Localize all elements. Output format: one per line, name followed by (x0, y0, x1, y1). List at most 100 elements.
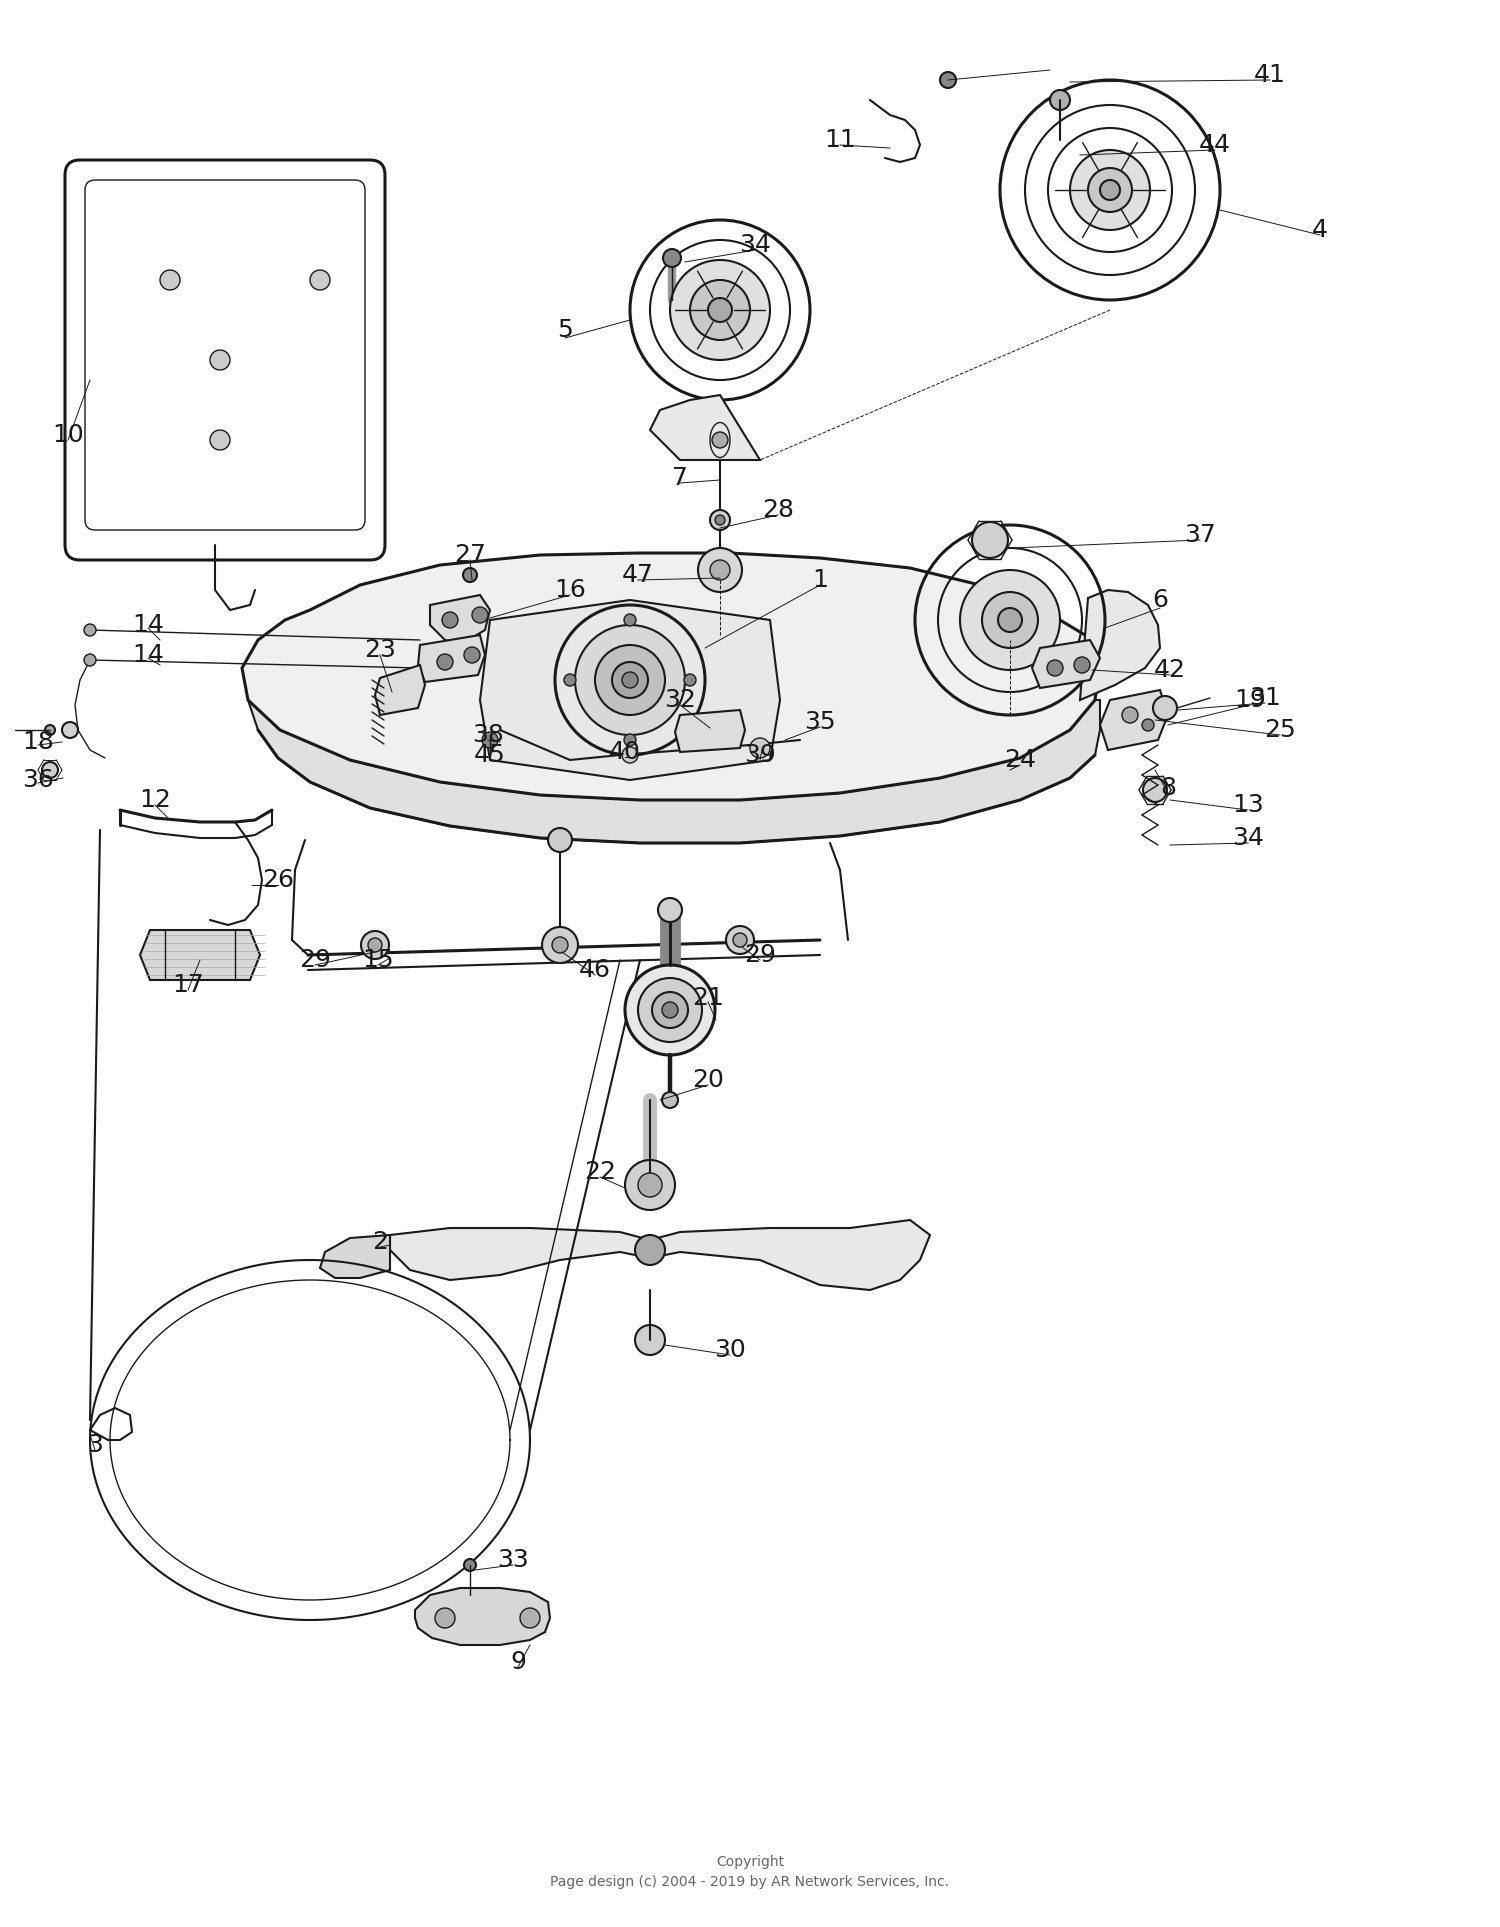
Circle shape (596, 646, 664, 715)
Circle shape (42, 761, 58, 779)
Text: 25: 25 (1264, 719, 1296, 742)
Text: 7: 7 (672, 466, 688, 489)
Text: 18: 18 (22, 730, 54, 753)
Text: 27: 27 (454, 543, 486, 567)
Text: 22: 22 (584, 1160, 616, 1183)
Circle shape (708, 299, 732, 322)
Circle shape (435, 1607, 454, 1628)
Circle shape (972, 522, 1008, 559)
Circle shape (464, 1559, 476, 1571)
Circle shape (1088, 168, 1132, 212)
Text: 9: 9 (510, 1650, 526, 1675)
Text: 37: 37 (1184, 522, 1216, 547)
Circle shape (464, 568, 477, 582)
Circle shape (710, 511, 730, 530)
Polygon shape (320, 1235, 390, 1278)
Text: 46: 46 (579, 958, 610, 983)
Text: 30: 30 (714, 1337, 746, 1362)
Text: 20: 20 (692, 1068, 724, 1093)
Text: 8: 8 (1160, 777, 1176, 800)
Circle shape (658, 898, 682, 921)
Circle shape (998, 609, 1022, 632)
Circle shape (520, 1607, 540, 1628)
Circle shape (670, 260, 770, 360)
Circle shape (940, 71, 956, 89)
Text: 16: 16 (554, 578, 586, 601)
Polygon shape (650, 395, 760, 461)
Circle shape (62, 723, 78, 738)
Text: 14: 14 (132, 644, 164, 667)
Circle shape (210, 351, 230, 370)
Text: 38: 38 (472, 723, 504, 748)
Polygon shape (390, 1220, 930, 1289)
Circle shape (638, 979, 702, 1043)
Text: 23: 23 (364, 638, 396, 663)
Text: Copyright
Page design (c) 2004 - 2019 by AR Network Services, Inc.: Copyright Page design (c) 2004 - 2019 by… (550, 1854, 950, 1888)
Text: 21: 21 (692, 987, 724, 1010)
Circle shape (564, 674, 576, 686)
Circle shape (626, 1160, 675, 1210)
Text: 36: 36 (22, 769, 54, 792)
Text: 13: 13 (1232, 794, 1264, 817)
Polygon shape (1032, 640, 1100, 688)
Circle shape (634, 1326, 664, 1355)
Circle shape (84, 624, 96, 636)
Circle shape (622, 673, 638, 688)
Text: 40: 40 (609, 740, 640, 763)
Text: 17: 17 (172, 973, 204, 996)
Circle shape (45, 725, 56, 734)
Text: 44: 44 (1198, 133, 1231, 156)
Polygon shape (140, 931, 260, 981)
Text: 15: 15 (362, 948, 394, 971)
Circle shape (542, 927, 578, 964)
Circle shape (622, 748, 638, 763)
Circle shape (574, 624, 686, 734)
Text: 31: 31 (1250, 686, 1281, 709)
Circle shape (716, 515, 724, 524)
Circle shape (362, 931, 388, 960)
Circle shape (1050, 91, 1070, 110)
Circle shape (960, 570, 1060, 671)
Polygon shape (675, 709, 746, 752)
Circle shape (1154, 696, 1178, 721)
Text: 41: 41 (1254, 64, 1286, 87)
Circle shape (663, 249, 681, 268)
Circle shape (710, 561, 730, 580)
Circle shape (472, 607, 488, 622)
Polygon shape (416, 1588, 550, 1646)
Text: 6: 6 (1152, 588, 1168, 613)
Circle shape (634, 1235, 664, 1264)
Text: 1: 1 (812, 568, 828, 592)
Circle shape (626, 965, 716, 1054)
Text: 26: 26 (262, 867, 294, 892)
Text: 42: 42 (1154, 657, 1186, 682)
Text: 2: 2 (372, 1229, 388, 1254)
Text: 24: 24 (1004, 748, 1036, 773)
Polygon shape (375, 665, 424, 715)
Text: 4: 4 (1312, 218, 1328, 243)
Circle shape (310, 270, 330, 289)
Circle shape (652, 992, 688, 1027)
Circle shape (436, 653, 453, 671)
Circle shape (1070, 150, 1150, 229)
Circle shape (712, 432, 728, 447)
Circle shape (982, 592, 1038, 647)
Text: 12: 12 (140, 788, 171, 811)
Text: 32: 32 (664, 688, 696, 711)
Text: 11: 11 (824, 127, 856, 152)
Circle shape (84, 653, 96, 667)
Text: 3: 3 (87, 1434, 104, 1457)
Circle shape (1047, 661, 1064, 676)
Polygon shape (1080, 590, 1160, 700)
Circle shape (726, 927, 754, 954)
Polygon shape (242, 553, 1100, 800)
Circle shape (464, 647, 480, 663)
Text: 5: 5 (556, 318, 573, 341)
Circle shape (662, 1093, 678, 1108)
Circle shape (1100, 179, 1120, 200)
Circle shape (1122, 707, 1138, 723)
Circle shape (662, 1002, 678, 1017)
Circle shape (1142, 719, 1154, 730)
Text: 35: 35 (804, 709, 836, 734)
Circle shape (750, 738, 770, 757)
